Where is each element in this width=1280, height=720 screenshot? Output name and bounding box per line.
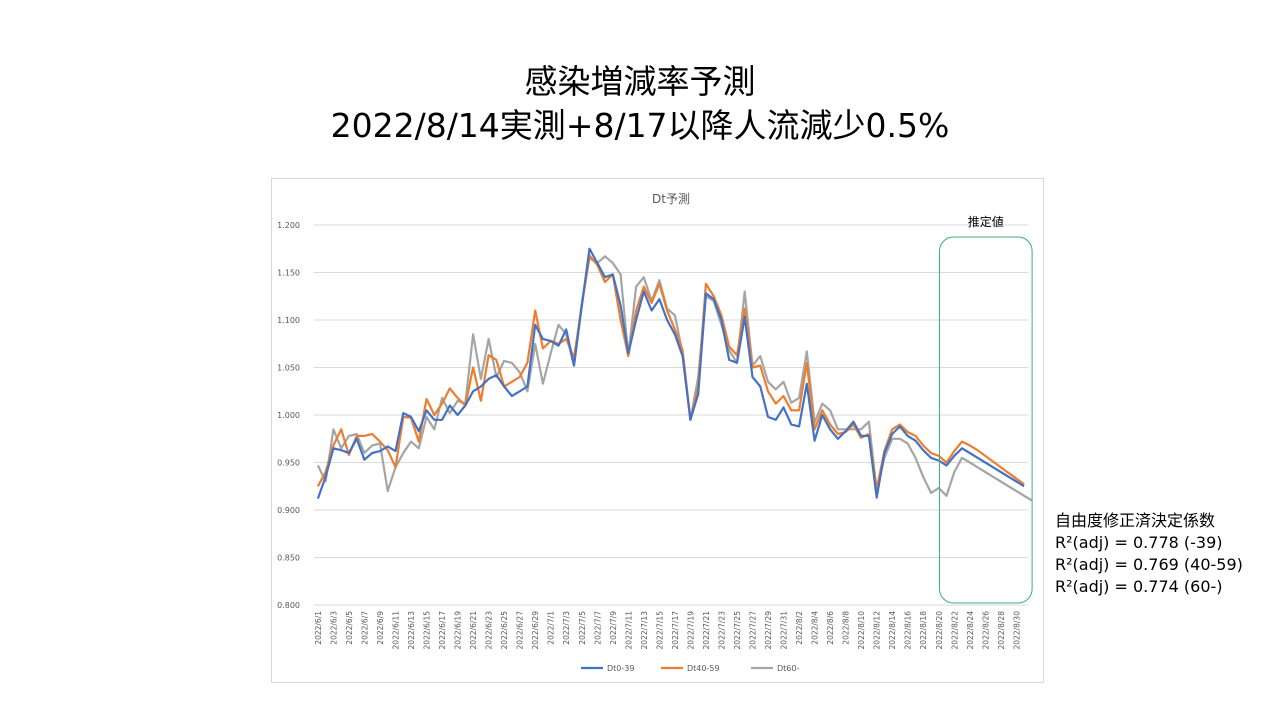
x-tick-label: 2022/7/19 (686, 611, 695, 650)
r-squared-row-60: R²(adj) = 0.774 (60-) (1055, 577, 1223, 596)
x-tick-label: 2022/7/9 (609, 611, 618, 645)
x-tick-label: 2022/8/16 (904, 611, 913, 650)
y-tick-label: 0.850 (277, 554, 300, 563)
x-tick-label: 2022/8/26 (981, 611, 990, 650)
y-tick-label: 1.050 (277, 364, 300, 373)
y-tick-label: 1.150 (277, 269, 300, 278)
x-tick-label: 2022/7/11 (624, 611, 633, 650)
x-tick-label: 2022/6/1 (314, 611, 323, 645)
y-tick-label: 1.100 (277, 316, 300, 325)
y-tick-label: 1.000 (277, 411, 300, 420)
x-tick-label: 2022/7/7 (593, 611, 602, 645)
x-tick-label: 2022/6/17 (438, 611, 447, 650)
x-tick-label: 2022/6/27 (516, 611, 525, 650)
r-squared-heading: 自由度修正済決定係数 (1055, 511, 1216, 530)
x-tick-label: 2022/8/18 (919, 611, 928, 650)
slide-title: 感染増減率予測 2022/8/14実測+8/17以降人流減少0.5% (0, 60, 1280, 148)
x-tick-label: 2022/8/10 (857, 611, 866, 650)
x-tick-label: 2022/7/15 (655, 611, 664, 650)
x-tick-label: 2022/8/22 (950, 611, 959, 650)
y-tick-label: 0.900 (277, 506, 300, 515)
x-tick-label: 2022/8/4 (811, 611, 820, 645)
x-tick-label: 2022/6/11 (391, 611, 400, 650)
x-tick-label: 2022/8/12 (873, 611, 882, 650)
chart-frame: Dt予測 1.200 1.150 1.100 1.050 1.000 0.950 0.900 0… (271, 178, 1044, 683)
r-squared-row-0-39: R²(adj) = 0.778 (-39) (1055, 533, 1223, 552)
x-tick-label: 2022/6/29 (531, 611, 540, 650)
chart-title: Dt予測 (652, 192, 690, 206)
slide-title-line1: 感染増減率予測 (524, 62, 756, 101)
y-tick-label: 0.950 (277, 459, 300, 468)
x-tick-label: 2022/8/30 (1012, 611, 1021, 650)
series-line-Dt60- (316, 255, 1033, 502)
x-tick-label: 2022/8/24 (966, 611, 975, 650)
x-tick-label: 2022/6/23 (485, 611, 494, 650)
line-chart: Dt予測 1.200 1.150 1.100 1.050 1.000 0.950 0.900 0… (277, 192, 1033, 673)
y-tick-label: 0.800 (277, 601, 300, 610)
x-tick-label: 2022/6/13 (407, 611, 416, 650)
estimate-label: 推定値 (968, 214, 1004, 229)
x-tick-label: 2022/7/25 (733, 611, 742, 650)
x-tick-label: 2022/8/6 (826, 611, 835, 645)
x-tick-label: 2022/8/14 (888, 611, 897, 650)
slide-title-line2: 2022/8/14実測+8/17以降人流減少0.5% (330, 106, 950, 145)
x-tick-label: 2022/6/25 (500, 611, 509, 650)
x-tick-label: 2022/7/17 (671, 611, 680, 650)
x-tick-label: 2022/6/5 (345, 611, 354, 645)
series-line-Dt0-39 (316, 247, 1025, 499)
x-tick-label: 2022/6/9 (376, 611, 385, 645)
series-line-Dt40-59 (316, 254, 1025, 491)
x-tick-label: 2022/6/3 (329, 611, 338, 645)
x-tick-label: 2022/6/19 (454, 611, 463, 650)
x-tick-label: 2022/6/15 (423, 611, 432, 650)
x-tick-label: 2022/7/31 (780, 611, 789, 650)
x-tick-label: 2022/8/28 (997, 611, 1006, 650)
x-tick-label: 2022/6/7 (360, 611, 369, 645)
x-tick-label: 2022/7/23 (717, 611, 726, 650)
x-tick-label: 2022/7/21 (702, 611, 711, 650)
x-tick-label: 2022/7/29 (764, 611, 773, 650)
x-tick-label: 2022/8/8 (842, 611, 851, 645)
r-squared-row-40-59: R²(adj) = 0.769 (40-59) (1055, 555, 1243, 574)
estimate-region-box (939, 236, 1033, 604)
legend-label: Dt40-59 (687, 664, 720, 673)
x-tick-label: 2022/7/5 (578, 611, 587, 645)
x-tick-label: 2022/7/13 (640, 611, 649, 650)
y-tick-label: 1.200 (277, 221, 300, 230)
x-tick-label: 2022/8/20 (935, 611, 944, 650)
legend-label: Dt0-39 (607, 664, 634, 673)
x-tick-label: 2022/8/2 (795, 611, 804, 645)
x-tick-label: 2022/7/27 (748, 611, 757, 650)
r-squared-panel: 自由度修正済決定係数 R²(adj) = 0.778 (-39) R²(adj)… (1055, 510, 1243, 598)
x-tick-label: 2022/7/3 (562, 611, 571, 645)
legend-label: Dt60- (777, 664, 799, 673)
x-tick-label: 2022/6/21 (469, 611, 478, 650)
x-tick-label: 2022/7/1 (547, 611, 556, 645)
